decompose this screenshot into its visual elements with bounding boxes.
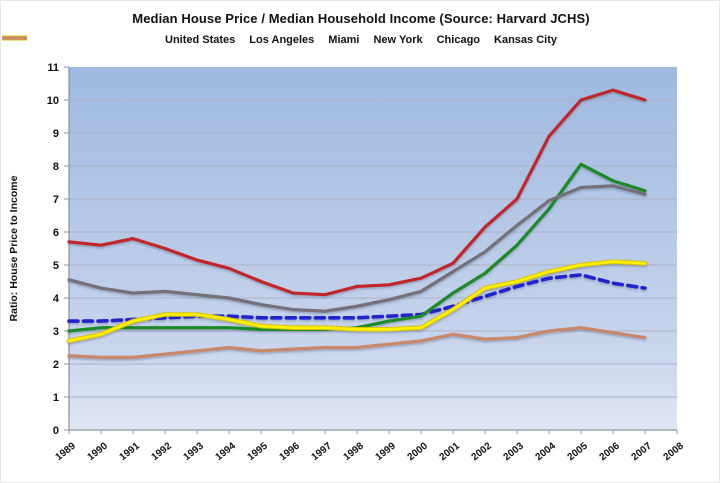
series-line-chicago (67, 260, 647, 343)
y-tick-label: 7 (53, 194, 59, 206)
x-tick-label: 2003 (502, 440, 527, 463)
x-tick-label: 1992 (150, 440, 175, 463)
legend-label: Los Angeles (249, 34, 315, 46)
x-tick-label: 1998 (342, 440, 367, 463)
plot-area (69, 67, 677, 430)
y-tick-label: 11 (47, 62, 59, 74)
x-tick-label: 2005 (566, 440, 591, 463)
series-lines (66, 88, 648, 359)
y-tick-label: 6 (53, 227, 59, 239)
axes (68, 67, 677, 431)
x-tick-label: 2002 (470, 440, 495, 463)
x-tick-label: 1990 (86, 440, 111, 463)
y-gridlines (69, 99, 677, 398)
x-tick-label: 2001 (438, 440, 463, 463)
x-tick-label: 2007 (630, 440, 655, 463)
legend-line-sample (2, 36, 27, 40)
x-tick-label: 1993 (182, 440, 207, 463)
legend-item-kansas-city: Kansas City (2, 34, 557, 46)
series-line-kansas-city (67, 326, 647, 359)
x-tick-label: 1995 (246, 440, 271, 463)
series-line-united-states (67, 273, 647, 323)
legend-label: United States (165, 34, 236, 46)
y-tick-label: 10 (47, 95, 59, 107)
x-axis-labels: 1989 1990 1991 1992 1993 1994 1995 1996 1997 1998… (54, 430, 687, 463)
x-tick-label: 1989 (54, 440, 79, 463)
y-axis-title: Ratio: House Price to Income (8, 175, 20, 321)
y-tick-label: 8 (53, 161, 59, 173)
x-tick-label: 1994 (214, 440, 239, 463)
legend-label: Miami (328, 34, 360, 46)
x-tick-label: 2008 (662, 440, 687, 463)
x-tick-label: 2000 (406, 440, 431, 463)
y-tick-label: 1 (53, 392, 59, 404)
chart-legend: United States Los Angeles Miami New York Chi… (1, 34, 719, 46)
x-tick-label: 1997 (310, 440, 335, 463)
x-tick-label: 1999 (374, 440, 399, 463)
legend-label: Kansas City (494, 34, 557, 46)
y-tick-label: 2 (53, 359, 59, 371)
y-tick-label: 3 (53, 326, 59, 338)
series-line-new-york (67, 184, 647, 313)
x-tick-label: 1991 (118, 440, 143, 463)
x-tick-label: 2004 (534, 440, 559, 463)
legend-label: New York (373, 34, 423, 46)
y-tick-label: 0 (53, 425, 59, 437)
x-tick-label: 1996 (278, 440, 303, 463)
y-tick-label: 5 (53, 260, 59, 272)
y-tick-label: 9 (53, 128, 59, 140)
x-tick-label: 2006 (598, 440, 623, 463)
chart-title: Median House Price / Median Household In… (132, 11, 590, 26)
legend-label: Chicago (436, 34, 481, 46)
y-tick-label: 4 (53, 293, 60, 305)
y-axis-labels: 0 1 2 3 4 5 6 7 8 9 10 11 (47, 62, 69, 437)
series-line-los-angeles (67, 88, 647, 297)
